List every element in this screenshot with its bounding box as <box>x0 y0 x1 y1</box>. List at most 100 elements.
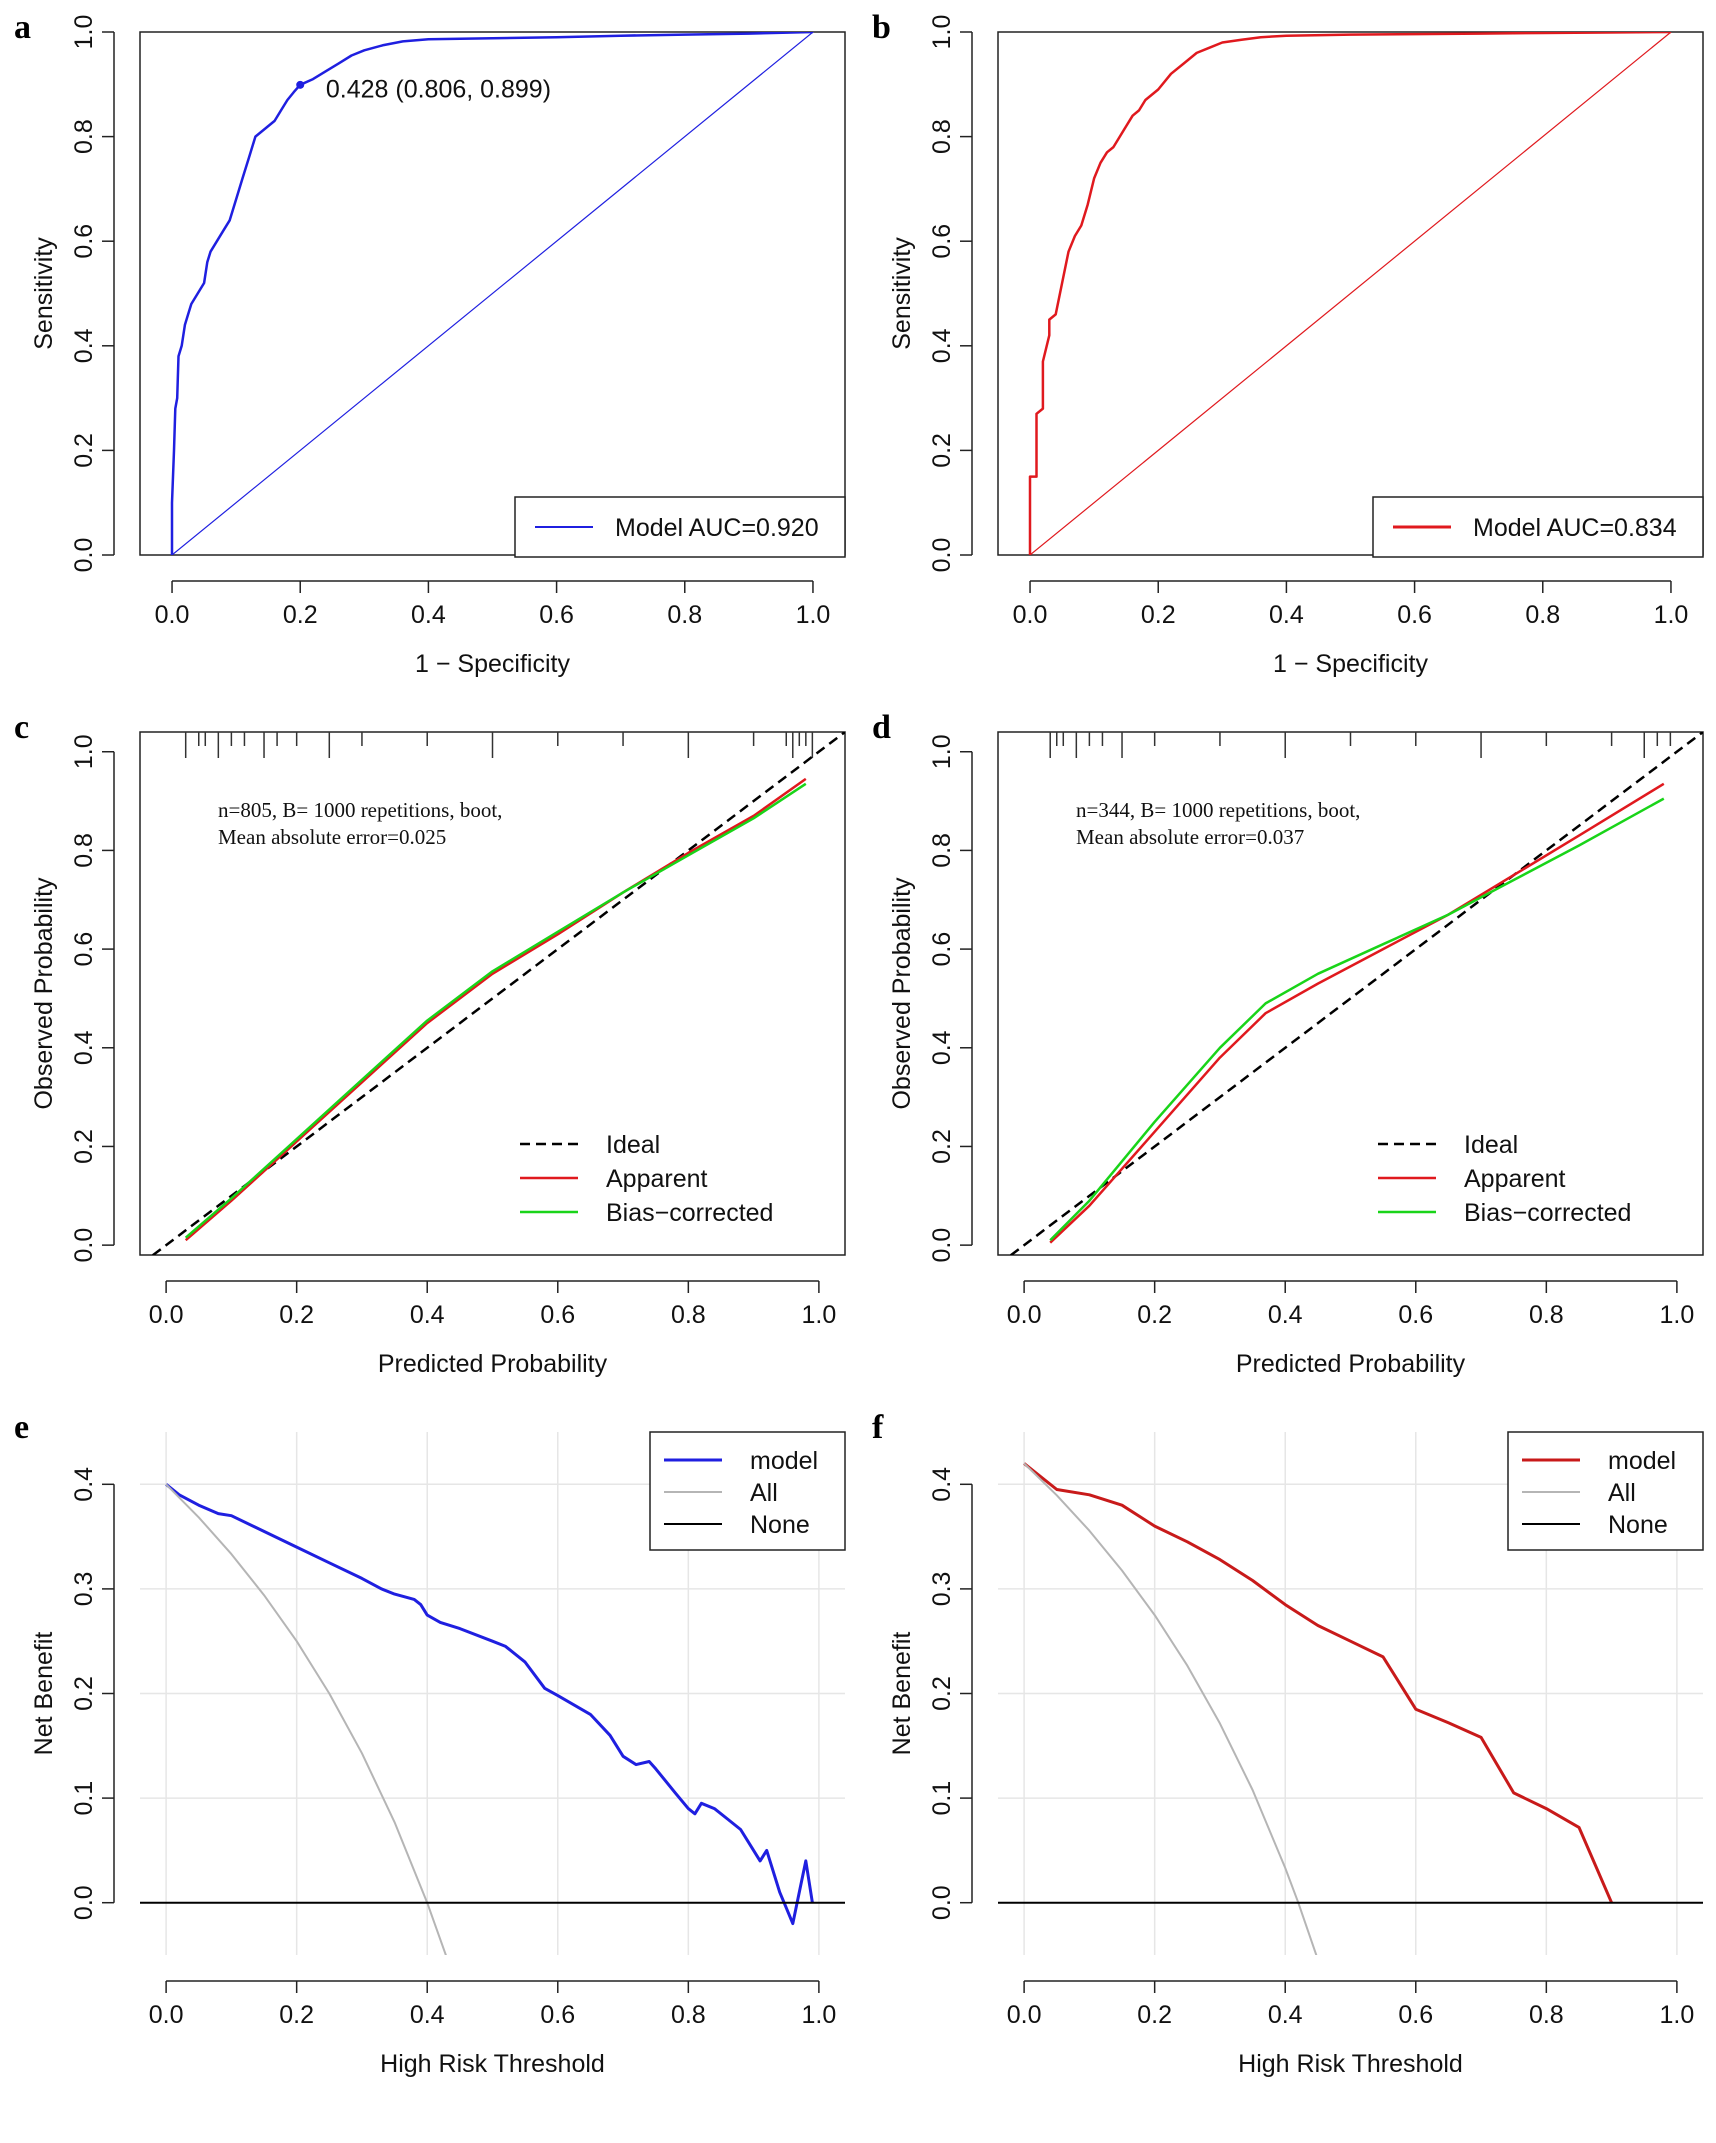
x-tick-label-d-0: 0.0 <box>1007 1301 1042 1329</box>
x-tick-label-f-4: 0.8 <box>1529 2001 1564 2029</box>
chart-d-svg: d 0.0 0.2 0.4 0.6 0.8 1.0 0.0 0.2 0.4 0.6 0.8 1.0 Pre… <box>872 709 1704 1378</box>
chart-e-svg: e 0.0 0.2 0.4 0.6 0.8 1.0 0.0 0.1 0.2 0.3 0.4 High R… <box>14 1409 846 2078</box>
x-tick-label-a-1: 0.2 <box>283 601 318 629</box>
optimal-point-marker-a <box>296 80 305 89</box>
x-tick-label-b-4: 0.8 <box>1525 601 1560 629</box>
x-tick-label-c-2: 0.4 <box>410 1301 445 1329</box>
y-axis-title-e: Net Benefit <box>30 1632 58 1756</box>
panel-label-a: a <box>14 9 31 46</box>
series-group-b <box>1028 32 1672 555</box>
series-line-b-reference <box>1029 32 1672 555</box>
legend-label-d-2: Bias−corrected <box>1464 1199 1631 1227</box>
x-tick-label-d-4: 0.8 <box>1529 1301 1564 1329</box>
y-tick-label-a-3: 0.6 <box>70 224 98 259</box>
legend-label-c-0: Ideal <box>606 1131 660 1159</box>
x-tick-label-a-0: 0.0 <box>155 601 190 629</box>
chart-c-svg: c 0.0 0.2 0.4 0.6 0.8 1.0 0.0 0.2 0.4 0.6 0.8 1.0 Pre… <box>14 709 846 1378</box>
y-tick-label-e-0: 0.0 <box>70 1885 98 1920</box>
plot-frame-b <box>997 31 1704 556</box>
series-line-c-apparent <box>184 777 807 1242</box>
x-tick-label-b-2: 0.4 <box>1269 601 1304 629</box>
legend-label-f-2: None <box>1608 1511 1668 1539</box>
series-line-a-model <box>170 32 814 555</box>
y-axis-title-d: Observed Probability <box>888 877 916 1110</box>
x-tick-label-e-5: 1.0 <box>802 2001 837 2029</box>
panel-label-f: f <box>872 1409 884 1446</box>
x-tick-label-a-2: 0.4 <box>411 601 446 629</box>
series-group-e <box>140 1483 845 1955</box>
panel-label-b: b <box>872 9 891 46</box>
x-axis-title-d: Predicted Probability <box>1236 1350 1466 1378</box>
legend-label-a-0: Model AUC=0.920 <box>615 514 819 542</box>
y-axis-title-c: Observed Probability <box>30 877 58 1110</box>
x-axis-title-f: High Risk Threshold <box>1238 2050 1463 2078</box>
x-tick-label-b-1: 0.2 <box>1141 601 1176 629</box>
x-tick-label-d-3: 0.6 <box>1398 1301 1433 1329</box>
series-line-e-all <box>165 1483 447 1955</box>
y-tick-label-c-1: 0.2 <box>70 1129 98 1164</box>
y-tick-label-e-2: 0.2 <box>70 1676 98 1711</box>
series-line-e-model <box>165 1483 814 1926</box>
calibration-note-c-1: Mean absolute error=0.025 <box>218 825 446 849</box>
x-tick-label-d-1: 0.2 <box>1137 1301 1172 1329</box>
y-tick-label-e-4: 0.4 <box>70 1467 98 1502</box>
y-tick-label-d-0: 0.0 <box>928 1228 956 1263</box>
x-tick-label-f-5: 1.0 <box>1660 2001 1695 2029</box>
panel-f: f 0.0 0.2 0.4 0.6 0.8 1.0 0.0 0.1 0.2 0.3 0.4 High R… <box>858 1400 1716 2100</box>
panel-b: b 0.0 0.2 0.4 0.6 0.8 1.0 0.0 0.2 0.4 0.6 0.8 1.0 1 −… <box>858 0 1716 700</box>
y-tick-label-b-2: 0.4 <box>928 328 956 363</box>
x-tick-label-a-3: 0.6 <box>539 601 574 629</box>
x-tick-label-a-4: 0.8 <box>667 601 702 629</box>
series-line-f-model <box>1023 1462 1613 1904</box>
y-tick-label-c-3: 0.6 <box>70 932 98 967</box>
legend-label-e-2: None <box>750 1511 810 1539</box>
y-tick-label-b-1: 0.2 <box>928 433 956 468</box>
calibration-note-d-1: Mean absolute error=0.037 <box>1076 825 1304 849</box>
y-tick-label-c-5: 1.0 <box>70 734 98 769</box>
y-tick-label-c-2: 0.4 <box>70 1030 98 1065</box>
panel-label-d: d <box>872 709 891 746</box>
panel-label-c: c <box>14 709 29 746</box>
panel-a: a 0.0 0.2 0.4 0.6 0.8 1.0 0.0 0.2 0.4 0.6 0.8 1.0 1 −… <box>0 0 858 700</box>
x-tick-label-c-0: 0.0 <box>149 1301 184 1329</box>
series-line-a-reference <box>171 32 814 555</box>
y-tick-label-a-2: 0.4 <box>70 328 98 363</box>
legend-label-c-1: Apparent <box>606 1165 708 1193</box>
x-tick-label-a-5: 1.0 <box>796 601 831 629</box>
x-tick-label-c-1: 0.2 <box>279 1301 314 1329</box>
y-tick-label-f-1: 0.1 <box>928 1781 956 1816</box>
x-axis-title-e: High Risk Threshold <box>380 2050 605 2078</box>
series-group-f <box>998 1462 1703 1955</box>
panel-label-e: e <box>14 1409 29 1446</box>
y-tick-label-b-5: 1.0 <box>928 15 956 50</box>
panel-e: e 0.0 0.2 0.4 0.6 0.8 1.0 0.0 0.1 0.2 0.3 0.4 High R… <box>0 1400 858 2100</box>
x-tick-label-b-5: 1.0 <box>1654 601 1689 629</box>
x-tick-label-c-3: 0.6 <box>540 1301 575 1329</box>
y-axis-title-a: Sensitivity <box>30 237 58 350</box>
x-tick-label-f-3: 0.6 <box>1398 2001 1433 2029</box>
x-tick-label-f-2: 0.4 <box>1268 2001 1303 2029</box>
x-axis-title-c: Predicted Probability <box>378 1350 608 1378</box>
y-tick-label-d-4: 0.8 <box>928 833 956 868</box>
legend-label-b-0: Model AUC=0.834 <box>1473 514 1677 542</box>
panel-c: c 0.0 0.2 0.4 0.6 0.8 1.0 0.0 0.2 0.4 0.6 0.8 1.0 Pre… <box>0 700 858 1400</box>
legend-label-c-2: Bias−corrected <box>606 1199 773 1227</box>
x-tick-label-e-4: 0.8 <box>671 2001 706 2029</box>
x-tick-label-d-5: 1.0 <box>1660 1301 1695 1329</box>
x-tick-label-c-4: 0.8 <box>671 1301 706 1329</box>
x-tick-label-d-2: 0.4 <box>1268 1301 1303 1329</box>
y-tick-label-a-1: 0.2 <box>70 433 98 468</box>
series-line-c-bias-corrected <box>184 782 807 1239</box>
y-tick-label-a-0: 0.0 <box>70 538 98 573</box>
y-tick-label-d-3: 0.6 <box>928 932 956 967</box>
legend-label-f-1: All <box>1608 1479 1636 1507</box>
panel-d: d 0.0 0.2 0.4 0.6 0.8 1.0 0.0 0.2 0.4 0.6 0.8 1.0 Pre… <box>858 700 1716 1400</box>
y-tick-label-a-5: 1.0 <box>70 15 98 50</box>
y-axis-title-b: Sensitivity <box>888 237 916 350</box>
annotation-a-0: 0.428 (0.806, 0.899) <box>326 75 551 103</box>
y-tick-label-e-1: 0.1 <box>70 1781 98 1816</box>
series-line-f-all <box>1023 1462 1318 1955</box>
y-tick-label-c-4: 0.8 <box>70 833 98 868</box>
x-tick-label-e-3: 0.6 <box>540 2001 575 2029</box>
x-tick-label-e-2: 0.4 <box>410 2001 445 2029</box>
